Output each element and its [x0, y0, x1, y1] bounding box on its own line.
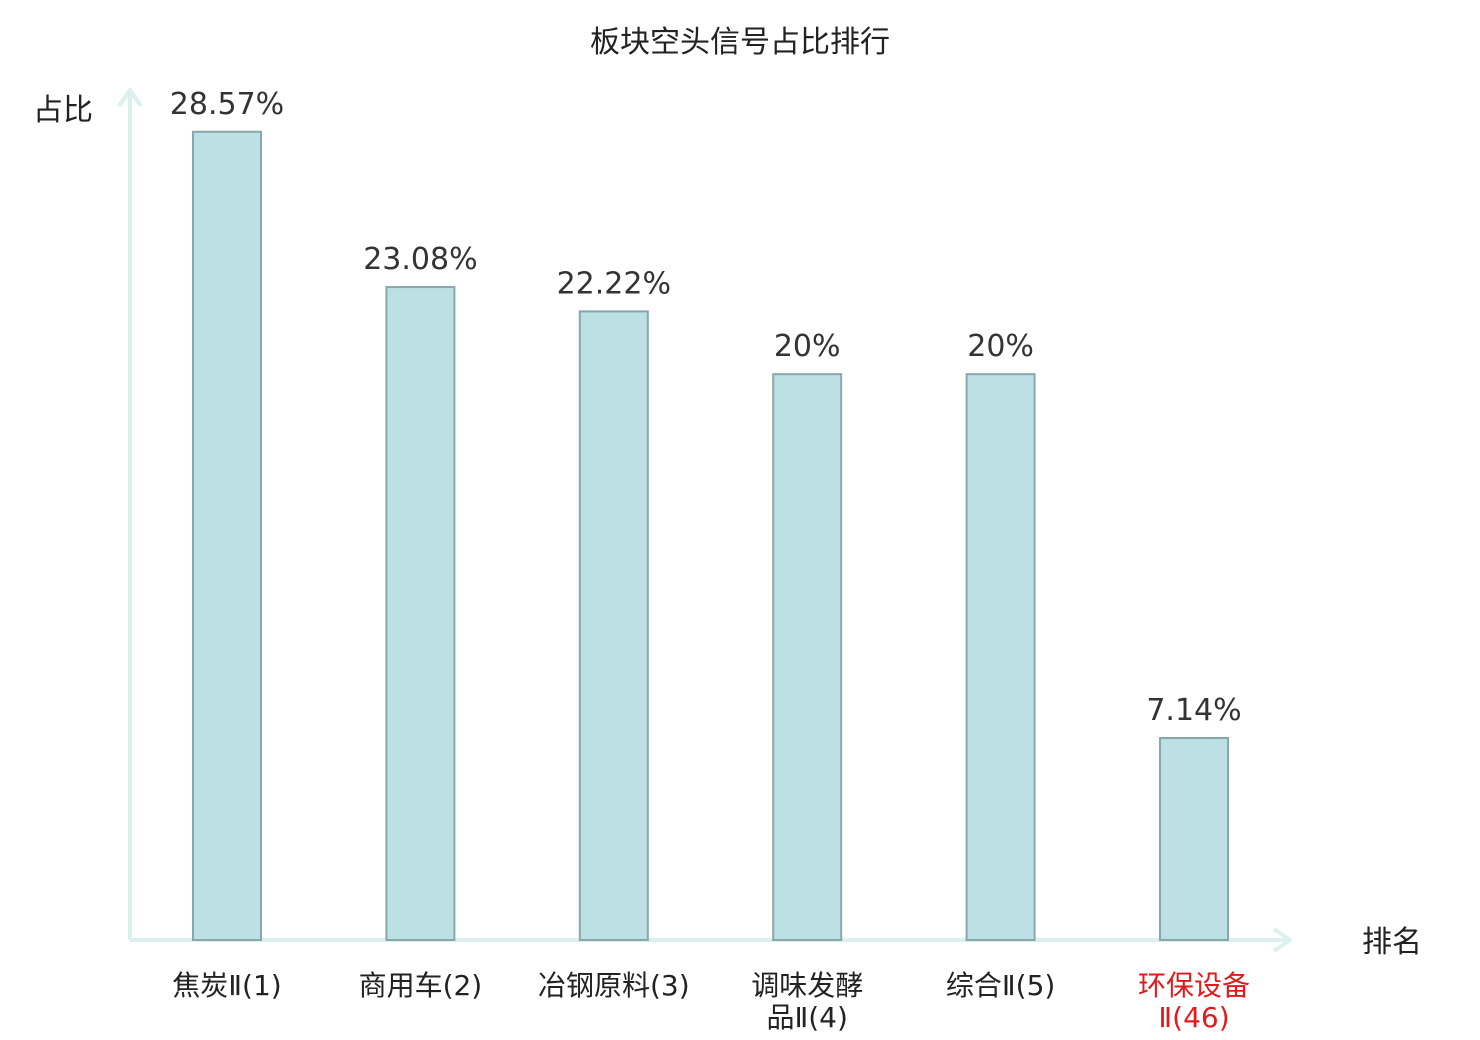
category-label: 商用车(2) — [359, 969, 483, 1002]
bar — [192, 130, 262, 941]
bar — [965, 373, 1036, 941]
x-axis-label: 排名 — [1362, 925, 1422, 960]
value-label: 20% — [774, 329, 841, 364]
bar — [772, 373, 843, 941]
bar — [1159, 737, 1229, 941]
category-label: 环保设备 Ⅱ(46) — [1138, 969, 1250, 1034]
category-label: 综合Ⅱ(5) — [946, 969, 1055, 1002]
value-label: 28.57% — [170, 87, 284, 122]
value-label: 22.22% — [557, 266, 671, 301]
value-label: 23.08% — [363, 242, 477, 277]
y-axis-label: 占比 — [33, 93, 93, 128]
x-axis-arrow — [1272, 927, 1292, 953]
bar — [578, 310, 649, 942]
y-axis-arrow — [117, 88, 143, 108]
category-label: 焦炭Ⅱ(1) — [172, 969, 281, 1002]
bar — [385, 286, 456, 942]
category-label: 调味发酵品Ⅱ(4) — [751, 969, 863, 1034]
category-label: 冶钢原料(3) — [538, 969, 690, 1002]
value-label: 20% — [967, 329, 1034, 364]
chart-title: 板块空头信号占比排行 — [590, 25, 890, 60]
value-label: 7.14% — [1146, 693, 1241, 728]
